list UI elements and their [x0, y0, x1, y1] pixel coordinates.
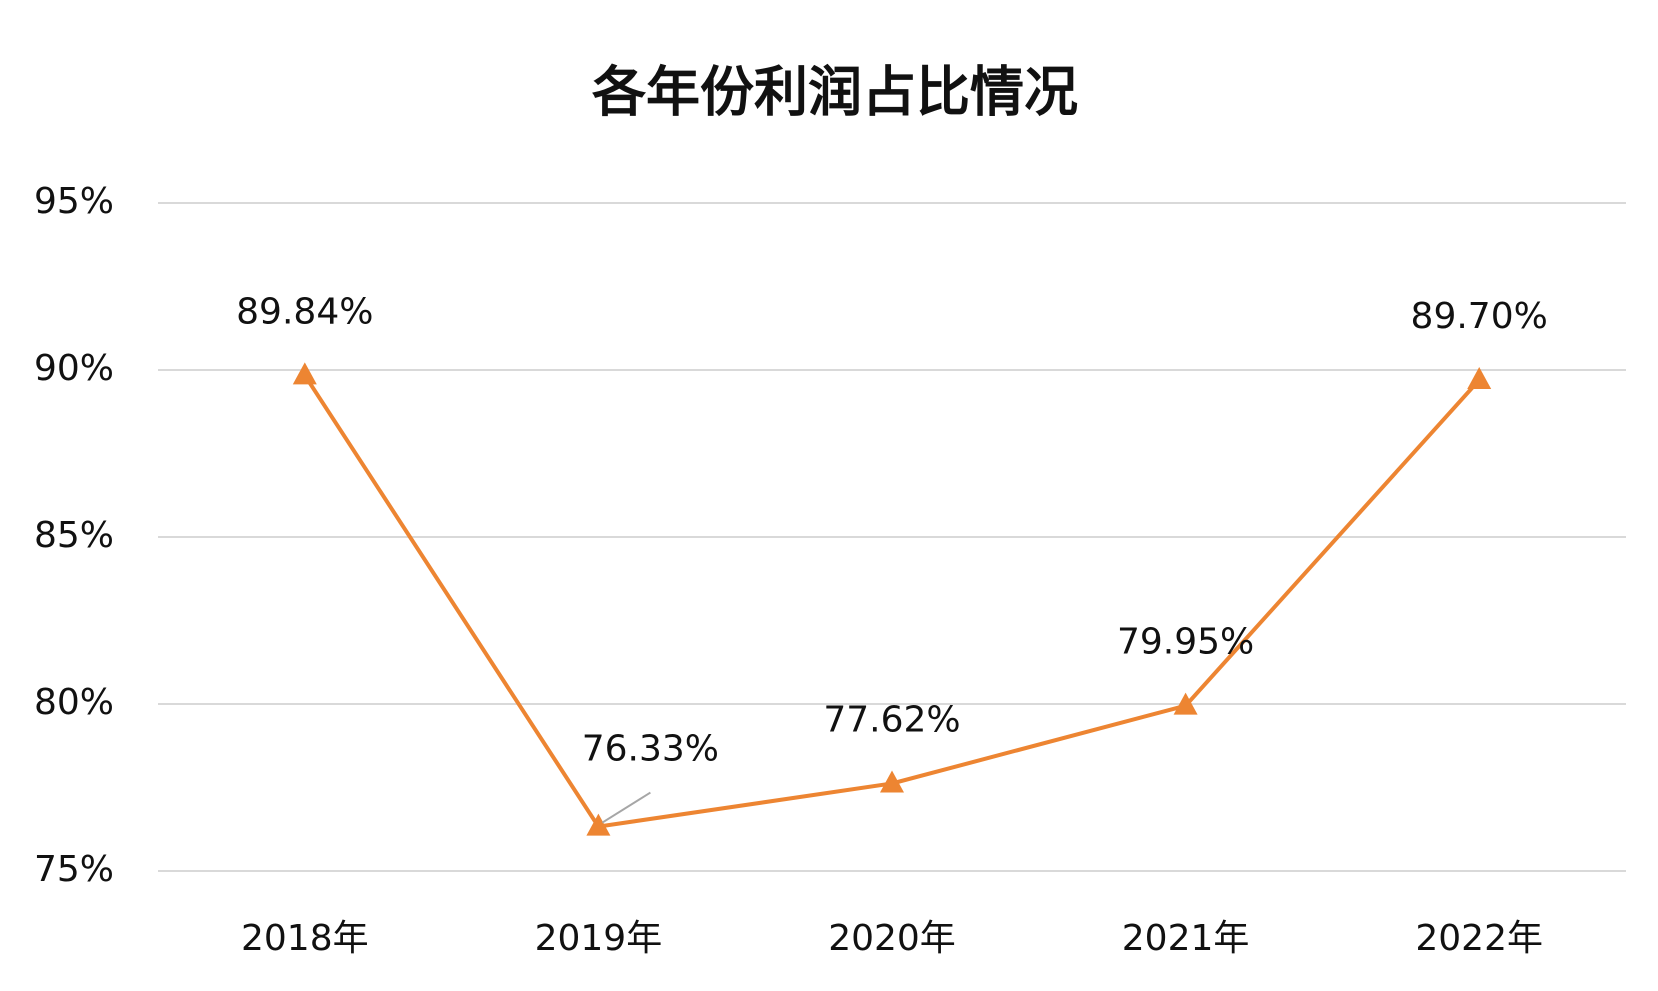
marker: [292, 362, 317, 385]
line: [303, 374, 1481, 829]
x-tick-label: 2018年: [241, 918, 369, 959]
x-tick-label: 2021年: [1122, 918, 1250, 959]
data-label: 89.70%: [1411, 296, 1548, 337]
leader-line: [601, 791, 651, 824]
y-tick-label: 75%: [34, 849, 114, 890]
marker: [1467, 367, 1492, 390]
data-label: 89.84%: [236, 291, 373, 332]
y-tick-label: 95%: [34, 181, 114, 222]
y-tick-label: 85%: [34, 515, 114, 556]
marker: [880, 770, 904, 793]
marker: [1173, 692, 1198, 715]
chart-title: 各年份利润占比情况: [592, 61, 1078, 124]
x-tick-label: 2020年: [828, 918, 956, 959]
x-tick-label: 2022年: [1415, 918, 1543, 959]
marker: [586, 813, 611, 836]
y-tick-label: 80%: [34, 682, 114, 723]
y-tick-label: 90%: [34, 348, 114, 389]
data-label: 76.33%: [582, 729, 719, 770]
data-label: 79.95%: [1117, 622, 1254, 663]
data-label: 77.62%: [823, 699, 960, 740]
x-tick-label: 2019年: [535, 918, 663, 959]
